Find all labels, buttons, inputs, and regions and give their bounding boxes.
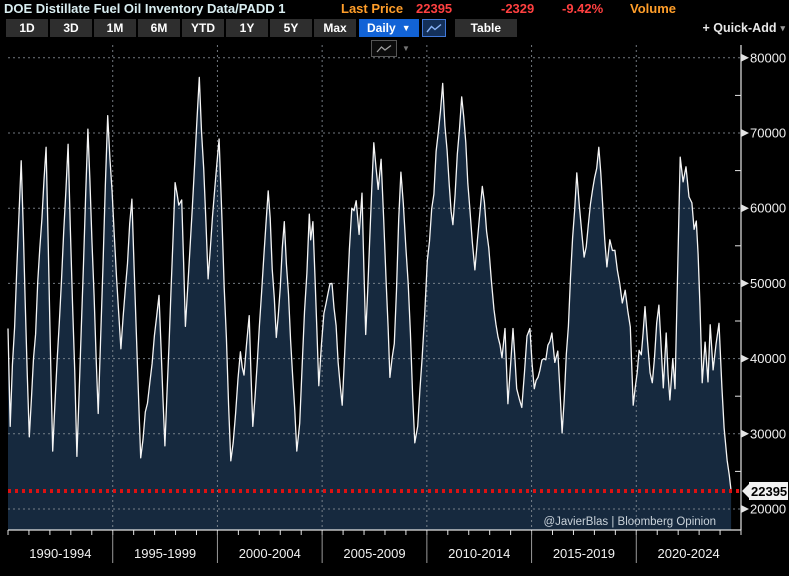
y-axis-tick-label: 30000 bbox=[750, 426, 786, 441]
quick-add-button[interactable]: + Quick-Add ▾ bbox=[703, 21, 786, 35]
range-button-6m[interactable]: 6M bbox=[138, 19, 180, 37]
y-axis-tick-label: 20000 bbox=[750, 502, 786, 517]
y-tick-arrow bbox=[741, 279, 749, 288]
y-tick-arrow bbox=[741, 204, 749, 213]
line-chart-icon bbox=[371, 40, 397, 57]
x-axis-section-label: 2005-2009 bbox=[343, 546, 405, 561]
chevron-down-icon: ▼ bbox=[401, 23, 411, 33]
range-button-1m[interactable]: 1M bbox=[94, 19, 136, 37]
chart-canvas[interactable]: 20000 30000 40000 50000 60000 70000 80000 1990-… bbox=[0, 38, 789, 576]
x-axis-section-label: 2020-2024 bbox=[658, 546, 720, 561]
chart-title: DOE Distillate Fuel Oil Inventory Data/P… bbox=[4, 1, 286, 16]
range-button-ytd[interactable]: YTD bbox=[182, 19, 224, 37]
range-button-3d[interactable]: 3D bbox=[50, 19, 92, 37]
table-button-label: Table bbox=[470, 21, 502, 35]
y-tick-arrow bbox=[741, 505, 749, 513]
y-axis-tick-label: 60000 bbox=[750, 201, 786, 216]
last-price-label: Last Price bbox=[341, 1, 404, 16]
range-button-1d[interactable]: 1D bbox=[6, 19, 48, 37]
price-change-pct: -9.42% bbox=[562, 1, 604, 16]
chart-region: 20000 30000 40000 50000 60000 70000 80000 1990-… bbox=[0, 38, 789, 576]
x-axis-section-label: 1995-1999 bbox=[134, 546, 196, 561]
range-button-max[interactable]: Max bbox=[314, 19, 356, 37]
price-change-value: -2329 bbox=[501, 1, 535, 16]
y-tick-arrow bbox=[741, 354, 749, 363]
last-price-tag bbox=[749, 481, 788, 500]
line-chart-icon bbox=[426, 23, 442, 32]
frequency-label: Daily bbox=[367, 21, 396, 35]
x-axis-section-label: 2010-2014 bbox=[448, 546, 510, 561]
volume-label: Volume bbox=[630, 1, 676, 16]
title-bar: DOE Distillate Fuel Oil Inventory Data/P… bbox=[0, 0, 789, 18]
chart-toolbar: 1D 3D 1M 6M YTD 1Y 5Y Max Daily ▼ Table + Quick… bbox=[0, 18, 789, 38]
line-chart-type-button[interactable] bbox=[421, 19, 446, 37]
chevron-down-icon: ▼ bbox=[402, 44, 410, 53]
y-axis-tick-label: 70000 bbox=[750, 126, 786, 141]
range-button-group: 1D 3D 1M 6M YTD 1Y 5Y Max bbox=[0, 19, 356, 37]
frequency-dropdown[interactable]: Daily ▼ bbox=[359, 19, 419, 37]
y-axis-tick-label: 40000 bbox=[750, 351, 786, 366]
y-axis-tick-label: 50000 bbox=[750, 276, 786, 291]
y-tick-arrow bbox=[741, 129, 749, 137]
inventory-series-line bbox=[7, 76, 732, 492]
last-price-tag-arrow bbox=[742, 482, 750, 499]
chart-type-selector[interactable]: ▼ bbox=[371, 40, 410, 57]
table-button[interactable]: Table bbox=[454, 19, 518, 37]
y-tick-arrow bbox=[741, 429, 749, 438]
y-axis-tick-label: 80000 bbox=[750, 50, 786, 65]
range-button-1y[interactable]: 1Y bbox=[226, 19, 268, 37]
last-price-value: 22395 bbox=[416, 1, 453, 16]
watermark: @JavierBlas | Bloomberg Opinion bbox=[543, 516, 716, 528]
x-axis-section-label: 2015-2019 bbox=[553, 546, 615, 561]
y-tick-arrow bbox=[741, 53, 749, 62]
quick-add-label: + Quick-Add bbox=[702, 21, 777, 35]
last-price-tag-value: 22395 bbox=[751, 484, 787, 499]
x-axis-section-label: 2000-2004 bbox=[239, 546, 301, 561]
x-axis-section-label: 1990-1994 bbox=[29, 546, 91, 561]
range-button-5y[interactable]: 5Y bbox=[270, 19, 312, 37]
chevron-down-icon: ▾ bbox=[780, 22, 785, 33]
area-series-fill bbox=[8, 77, 732, 531]
